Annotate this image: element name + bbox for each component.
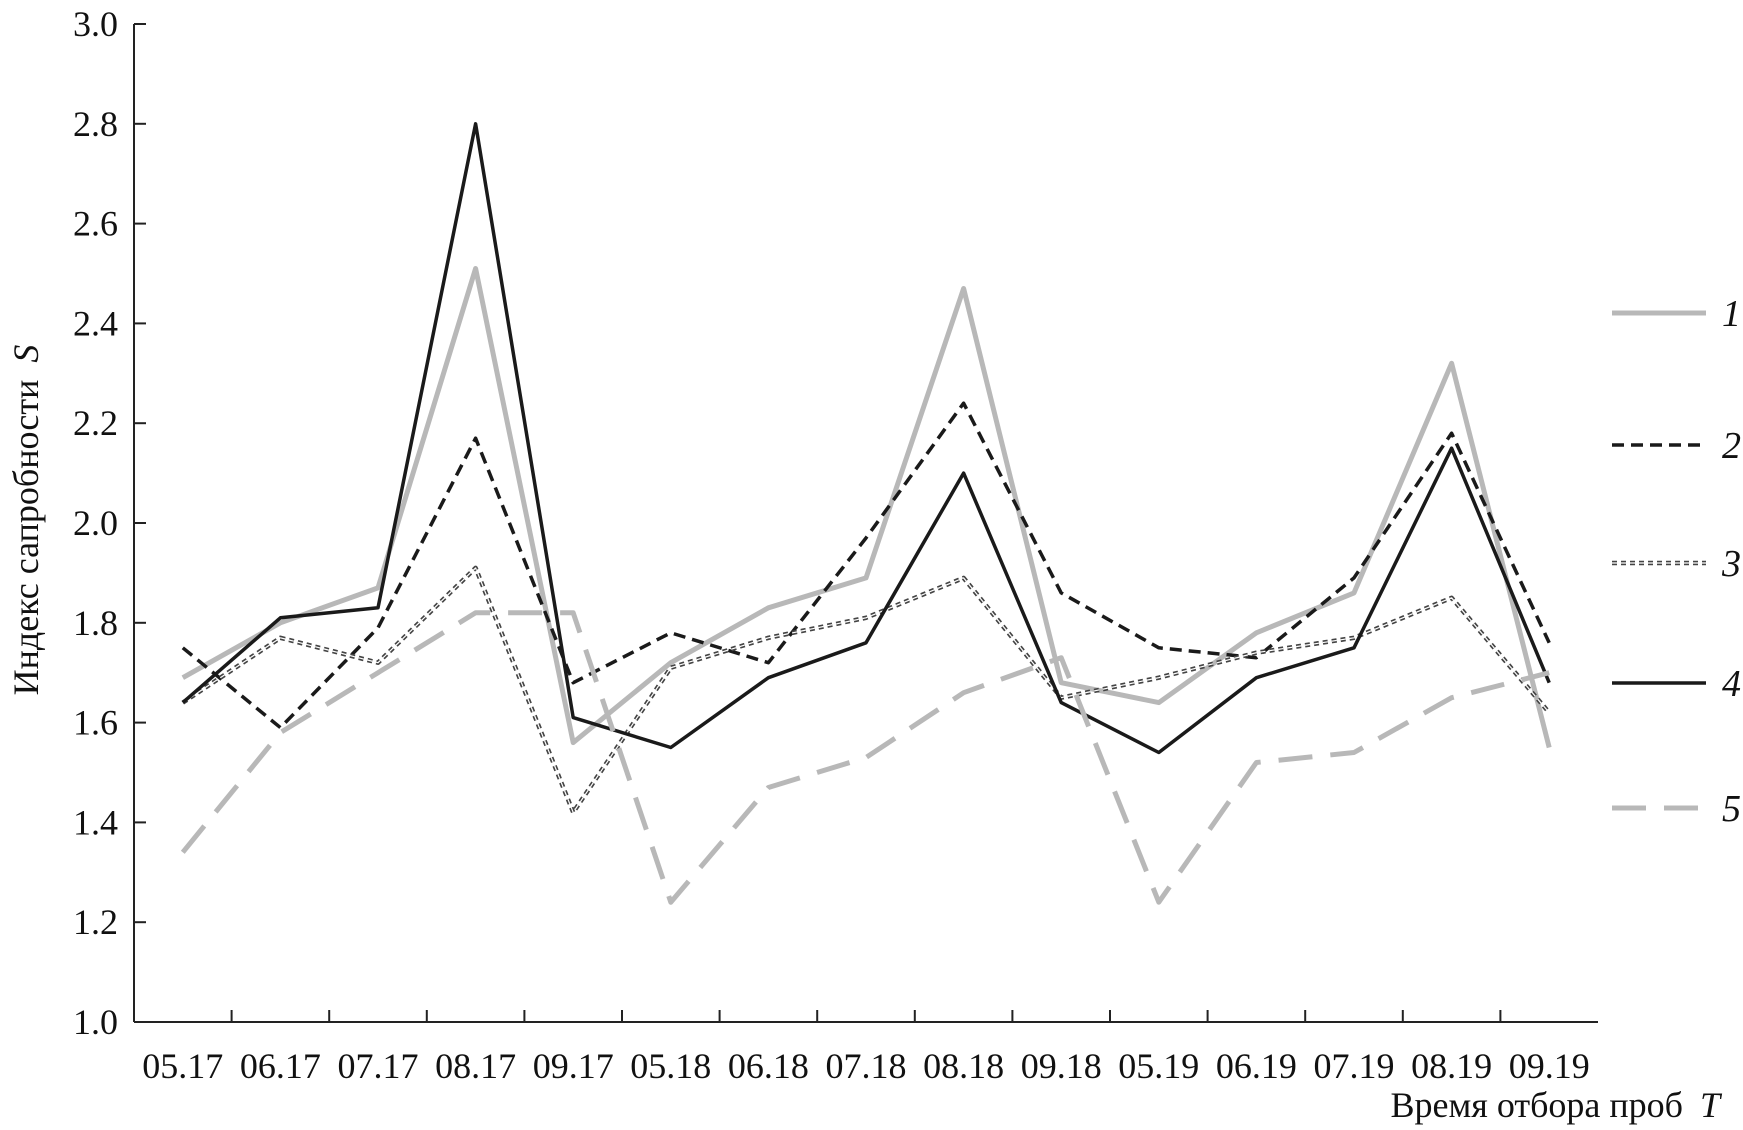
series-3-line [182,567,1550,814]
y-tick-label: 2.0 [73,503,118,543]
y-tick-label: 1.8 [73,603,118,643]
legend-item-3: 3 [1612,543,1741,585]
axes: 1.0 1.2 1.4 1.6 1.8 2.0 2.2 2.4 2.6 2.8 3.0 05.17 06… [73,4,1598,1086]
series-4-line [181,122,1551,755]
y-tick-label: 2.6 [73,204,118,244]
legend-item-2: 2 [1612,425,1741,467]
x-tick-label: 09.18 [1021,1046,1102,1086]
x-tick-label: 08.19 [1411,1046,1492,1086]
series-3 [181,565,1551,815]
series-4 [181,122,1551,755]
x-tick-label: 06.19 [1216,1046,1297,1086]
x-tick-label: 07.17 [338,1046,419,1086]
x-tick-label: 09.19 [1509,1046,1590,1086]
y-tick-label: 3.0 [73,4,118,44]
series-1-line [181,266,1552,749]
x-axis-title: Время отбора проб T [1391,1085,1723,1125]
y-tick-label: 1.4 [73,802,118,842]
y-axis-title-var: S [6,345,46,363]
y-axis-title-text: Индекс сапробности [6,380,46,696]
y-tick-label: 1.2 [73,902,118,942]
x-axis-title-var: T [1700,1085,1723,1125]
series-2-line [181,401,1551,730]
x-tick-label: 05.18 [630,1046,711,1086]
x-tick-label: 06.18 [728,1046,809,1086]
x-tick-label: 05.19 [1118,1046,1199,1086]
series-2 [181,401,1551,730]
x-tick-label: 06.17 [240,1046,321,1086]
y-tick-label: 1.6 [73,703,118,743]
y-axis-title: Индекс сапробности S [6,345,46,696]
x-tick-label: 09.17 [533,1046,614,1086]
x-tick-label: 08.18 [923,1046,1004,1086]
legend: 1 2 3 4 5 [1612,293,1741,830]
series-layer [180,122,1552,905]
legend-item-1: 1 [1612,293,1741,335]
legend-item-5: 5 [1612,788,1741,830]
series-1 [181,266,1552,749]
x-tick-label: 07.18 [826,1046,907,1086]
x-tick-label: 05.17 [142,1046,223,1086]
x-axis-title-text: Время отбора проб [1391,1085,1683,1125]
x-tick-label: 08.17 [435,1046,516,1086]
legend-label: 4 [1722,663,1741,705]
series-3-outline [181,565,1551,815]
x-tick-label: 07.19 [1314,1046,1395,1086]
legend-label: 2 [1722,425,1741,467]
legend-label: 5 [1722,788,1741,830]
y-tick-label: 2.4 [73,303,118,343]
legend-label: 1 [1722,293,1741,335]
legend-label: 3 [1721,543,1741,585]
y-tick-label: 2.8 [73,104,118,144]
y-tick-label: 1.0 [73,1002,118,1042]
legend-item-4: 4 [1612,663,1741,705]
y-tick-label: 2.2 [73,403,118,443]
